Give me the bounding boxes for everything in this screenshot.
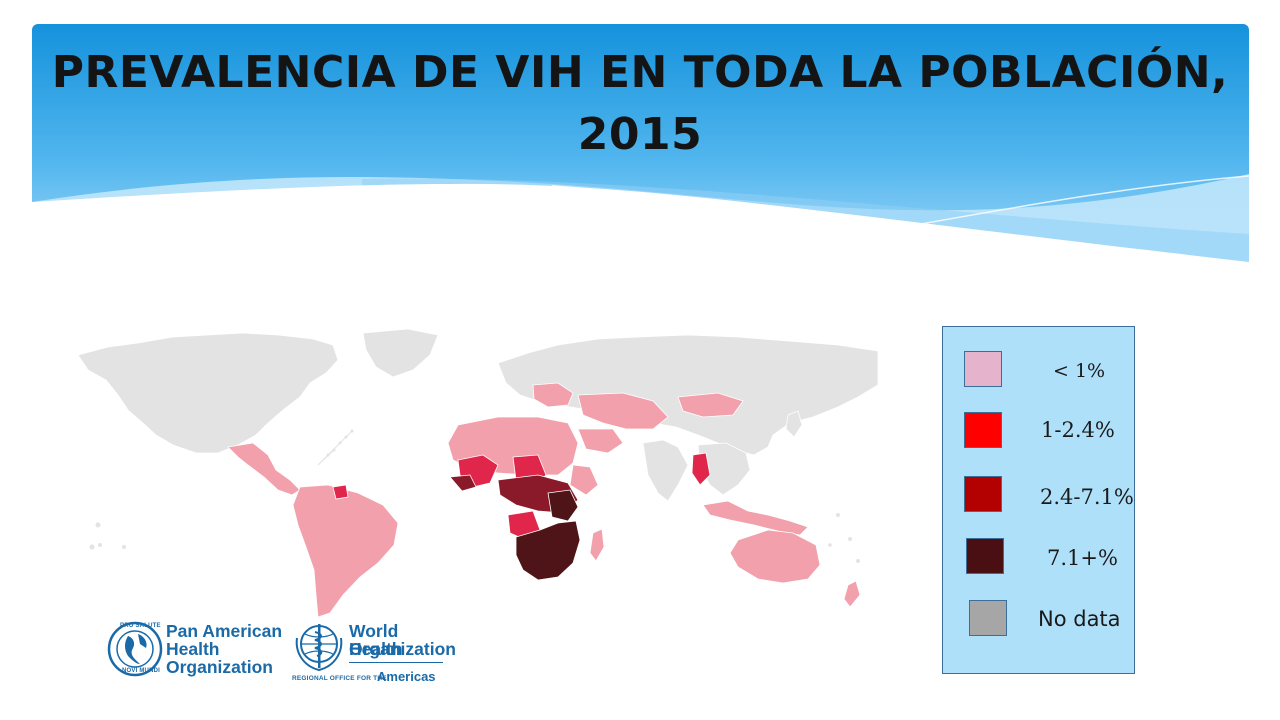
map-region-eastern-europe	[532, 382, 574, 408]
legend-label: 7.1+%	[1047, 546, 1118, 570]
paho-name-line-1: Pan American	[166, 621, 283, 641]
legend-item: 2.4-7.1%	[943, 476, 1136, 516]
legend-swatch-7-1-plus	[966, 538, 1004, 574]
legend-item: 7.1+%	[943, 538, 1136, 578]
map-region-new-zealand	[843, 580, 861, 608]
map-region-guyana	[332, 484, 349, 500]
map-region-central-asia	[577, 392, 669, 430]
page-title: PREVALENCIA DE VIH EN TODA LA POBLACIÓN,…	[0, 42, 1280, 166]
title-banner	[32, 24, 1249, 274]
legend-swatch-2-4-7-1	[964, 476, 1002, 512]
paho-seal-bottom-text: NOVI MUNDI	[122, 668, 160, 674]
map-region-indonesia	[702, 500, 809, 536]
legend-swatch-1-2-4	[964, 412, 1002, 448]
map-region-thailand	[691, 452, 711, 486]
map-legend: < 1% 1-2.4% 2.4-7.1% 7.1+% No data	[942, 326, 1135, 674]
who-divider	[349, 662, 443, 663]
map-region-east-africa-very-high	[547, 489, 579, 522]
who-name-line-2: Organization	[349, 639, 456, 659]
paho-name-line-2: Health	[166, 639, 220, 659]
legend-swatch-no-data	[969, 600, 1007, 636]
title-line-1: PREVALENCIA DE VIH EN TODA LA POBLACIÓN,	[51, 47, 1229, 98]
legend-swatch-below-1	[964, 351, 1002, 387]
map-region-south-america	[292, 484, 399, 618]
map-region-australia	[729, 529, 821, 584]
who-americas-text: Americas	[377, 669, 436, 684]
map-region-greenland	[362, 328, 439, 378]
paho-globe-icon	[107, 621, 163, 677]
legend-label: 1-2.4%	[1041, 418, 1115, 442]
title-line-2: 2015	[577, 109, 703, 160]
banner-wave-background	[32, 24, 1249, 274]
legend-item: < 1%	[943, 351, 1136, 391]
who-name-line-1: World Health	[349, 621, 403, 659]
legend-label: < 1%	[1053, 360, 1106, 382]
world-map	[78, 328, 878, 618]
map-region-southern-africa	[515, 520, 581, 581]
map-region-mexico	[227, 442, 301, 496]
map-region-east-africa-low	[569, 464, 599, 496]
map-region-japan	[785, 410, 803, 438]
legend-label: 2.4-7.1%	[1040, 485, 1134, 509]
map-region-mongolia	[677, 392, 744, 418]
map-region-madagascar	[589, 528, 605, 562]
legend-item: No data	[943, 600, 1136, 640]
who-regional-office-text: REGIONAL OFFICE FOR THE	[292, 675, 387, 682]
legend-label: No data	[1038, 607, 1121, 631]
paho-name-line-3: Organization	[166, 657, 273, 677]
map-region-middle-east	[577, 428, 624, 454]
legend-item: 1-2.4%	[943, 412, 1136, 452]
paho-seal-top-text: PRO SALUTE	[120, 623, 161, 629]
map-region-north-america	[78, 332, 339, 454]
map-region-west-africa-high	[449, 474, 477, 492]
map-region-india	[642, 439, 689, 502]
organization-logos: PRO SALUTE NOVI MUNDI Pan American Healt…	[106, 618, 456, 688]
who-emblem-icon	[295, 624, 343, 672]
